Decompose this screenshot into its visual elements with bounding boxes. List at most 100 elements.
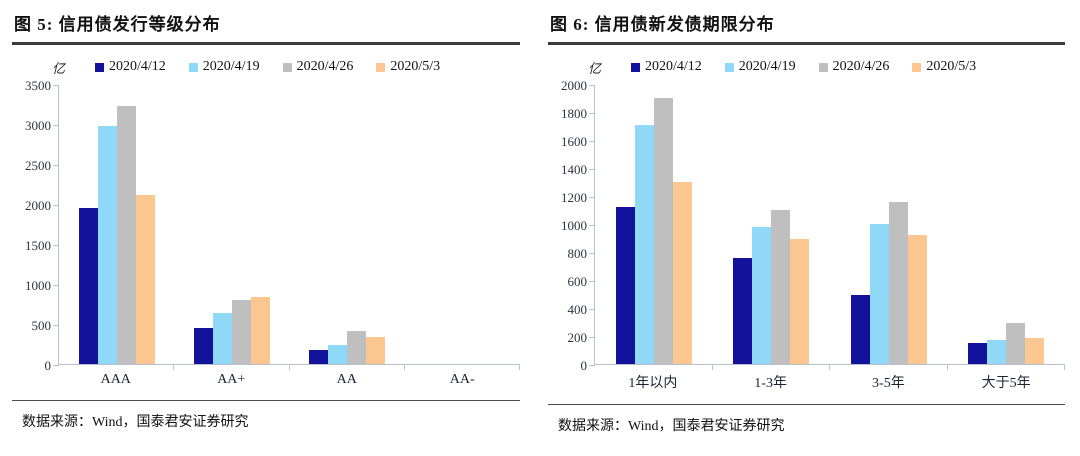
- chart-header: 亿 2020/4/12 2020/4/19 2020/4/26 2020/5/3: [12, 57, 520, 77]
- y-axis-tick-label: 600: [567, 273, 588, 289]
- y-axis-tick: [589, 365, 595, 366]
- bar: [888, 201, 908, 364]
- bar: [366, 336, 386, 364]
- bar-group: [405, 85, 520, 364]
- chart-plot-area: 0 200 400 600 800 1000 1200 1400 1600 1800 2000: [548, 78, 1066, 373]
- y-axis-tick: [53, 85, 59, 86]
- legend-label: 2020/5/3: [926, 59, 977, 74]
- y-axis-tick: [589, 85, 595, 86]
- legend-swatch-icon: [95, 62, 105, 72]
- bar: [231, 300, 251, 364]
- bar: [212, 312, 232, 364]
- y-axis-tick: [53, 205, 59, 206]
- bar: [752, 226, 772, 364]
- x-axis-category-label: 大于5年: [981, 376, 1031, 391]
- y-axis-tick: [53, 245, 59, 246]
- bar: [653, 98, 673, 364]
- figure-6: 图 6: 信用债新发债期限分布 亿 2020/4/12 2020/4/19 2020/…: [540, 0, 1080, 456]
- y-axis-unit-label: 亿: [52, 60, 66, 76]
- bar: [135, 195, 155, 364]
- bar-group: [830, 85, 948, 364]
- y-axis-tick: [589, 253, 595, 254]
- legend-item: 2020/4/26: [282, 59, 354, 75]
- y-axis-tick-label: 500: [31, 317, 52, 333]
- bar: [250, 296, 270, 364]
- y-axis-tick-label: 1800: [561, 105, 587, 121]
- legend-item: 2020/5/3: [376, 59, 440, 75]
- y-axis-tick: [589, 141, 595, 142]
- plot: [589, 85, 1066, 370]
- legend-swatch-icon: [188, 62, 198, 72]
- x-axis-tick: [946, 364, 948, 370]
- figure-6-bar-chart: 亿 2020/4/12 2020/4/19 2020/4/26 2020/5/3 0 200…: [548, 57, 1065, 392]
- legend: 2020/4/12 2020/4/19 2020/4/26 2020/5/3: [95, 59, 440, 75]
- legend-swatch-icon: [282, 62, 292, 72]
- figure-6-title: 图 6: 信用债新发债期限分布: [550, 15, 775, 34]
- chart-plot-area: 0 500 1000 1500 2000 2500 3000 3500: [12, 78, 520, 373]
- y-axis-tick-label: 2500: [25, 157, 51, 173]
- bar: [733, 257, 753, 364]
- legend-label: 2020/4/12: [645, 59, 702, 74]
- legend-swatch-icon: [912, 62, 922, 72]
- x-axis-tick: [1064, 364, 1065, 370]
- legend-label: 2020/4/26: [296, 59, 354, 74]
- x-axis-category-label: AA+: [217, 372, 246, 387]
- y-axis-tick: [53, 325, 59, 326]
- legend-item: 2020/5/3: [912, 59, 976, 75]
- bar: [193, 328, 213, 364]
- bar: [634, 124, 654, 364]
- bar: [116, 105, 136, 364]
- legend-item: 2020/4/26: [818, 59, 890, 75]
- y-axis-tick-label: 1200: [561, 189, 587, 205]
- bar: [869, 224, 889, 364]
- bar: [672, 182, 692, 364]
- y-axis: 0 500 1000 1500 2000 2500 3000 3500: [12, 78, 58, 373]
- legend-label: 2020/4/26: [832, 59, 890, 74]
- y-axis-tick-label: 400: [567, 301, 588, 317]
- y-axis-tick: [589, 113, 595, 114]
- legend-swatch-icon: [376, 62, 386, 72]
- y-axis-tick: [589, 309, 595, 310]
- y-axis-tick-label: 1600: [561, 133, 587, 149]
- bar: [615, 207, 635, 364]
- legend-swatch-icon: [724, 62, 734, 72]
- legend-item: 2020/4/12: [631, 59, 702, 75]
- bar: [790, 239, 810, 364]
- y-axis-tick-label: 1000: [25, 277, 51, 293]
- figure-5-bar-chart: 亿 2020/4/12 2020/4/19 2020/4/26 2020/5/3 0 500…: [12, 57, 520, 388]
- y-axis-tick-label: 2000: [561, 77, 587, 93]
- figure-6-source-divider: [548, 404, 1065, 405]
- x-axis-tick: [288, 364, 290, 370]
- legend-item: 2020/4/19: [188, 59, 260, 75]
- y-axis-tick-label: 800: [567, 245, 588, 261]
- legend-item: 2020/4/12: [95, 59, 166, 75]
- y-axis: 0 200 400 600 800 1000 1200 1400 1600 1800 2000: [548, 78, 594, 373]
- y-axis-tick: [589, 281, 595, 282]
- x-axis-category-label: 1年以内: [628, 376, 678, 391]
- x-axis-category-label: AA: [336, 372, 357, 387]
- bar: [771, 210, 791, 364]
- y-axis-tick: [53, 285, 59, 286]
- x-axis-labels: AAA AA+ AA AA-: [58, 365, 520, 388]
- legend-label: 2020/4/19: [738, 59, 796, 74]
- bar: [78, 208, 98, 364]
- bar: [968, 343, 988, 364]
- bar: [850, 295, 870, 364]
- legend-label: 2020/4/19: [202, 59, 260, 74]
- y-axis-tick: [53, 365, 59, 366]
- figure-5-title: 图 5: 信用债发行等级分布: [14, 15, 221, 34]
- bar-group: [948, 85, 1066, 364]
- y-axis-unit-label: 亿: [588, 60, 602, 76]
- x-axis-category-label: 3-5年: [872, 376, 905, 391]
- figure-6-title-underline: [548, 42, 1065, 45]
- figure-5-title-underline: [12, 42, 520, 45]
- bar: [907, 235, 927, 364]
- y-axis-tick-label: 200: [567, 329, 588, 345]
- x-axis-category-label: AA-: [449, 372, 475, 387]
- x-axis-tick: [519, 364, 520, 370]
- bar: [309, 349, 329, 364]
- y-axis-tick: [53, 125, 59, 126]
- bar: [347, 331, 367, 364]
- x-axis-tick: [403, 364, 405, 370]
